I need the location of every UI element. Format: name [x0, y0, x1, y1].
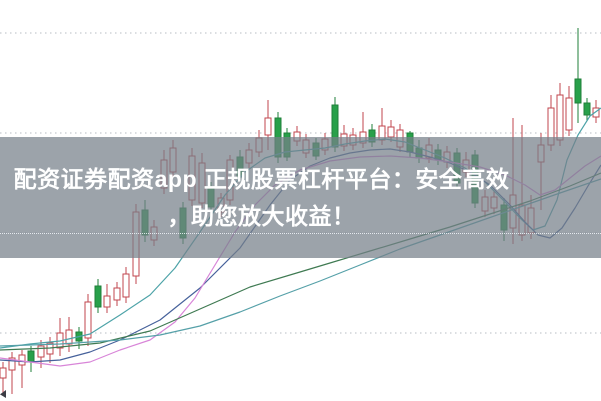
headline-line-2: ，助您放大收益！ [167, 202, 356, 229]
headline-line-1: 配资证券配资app 正规股票杠杆平台：安全高效 [13, 165, 510, 192]
headline-overlay-band: 配资证券配资app 正规股票杠杆平台：安全高效 ，助您放大收益！ [0, 137, 601, 258]
headline-text: 配资证券配资app 正规股票杠杆平台：安全高效 ，助您放大收益！ [0, 137, 601, 258]
gridline-in-band [0, 233, 601, 234]
corner-mark [0, 390, 6, 398]
